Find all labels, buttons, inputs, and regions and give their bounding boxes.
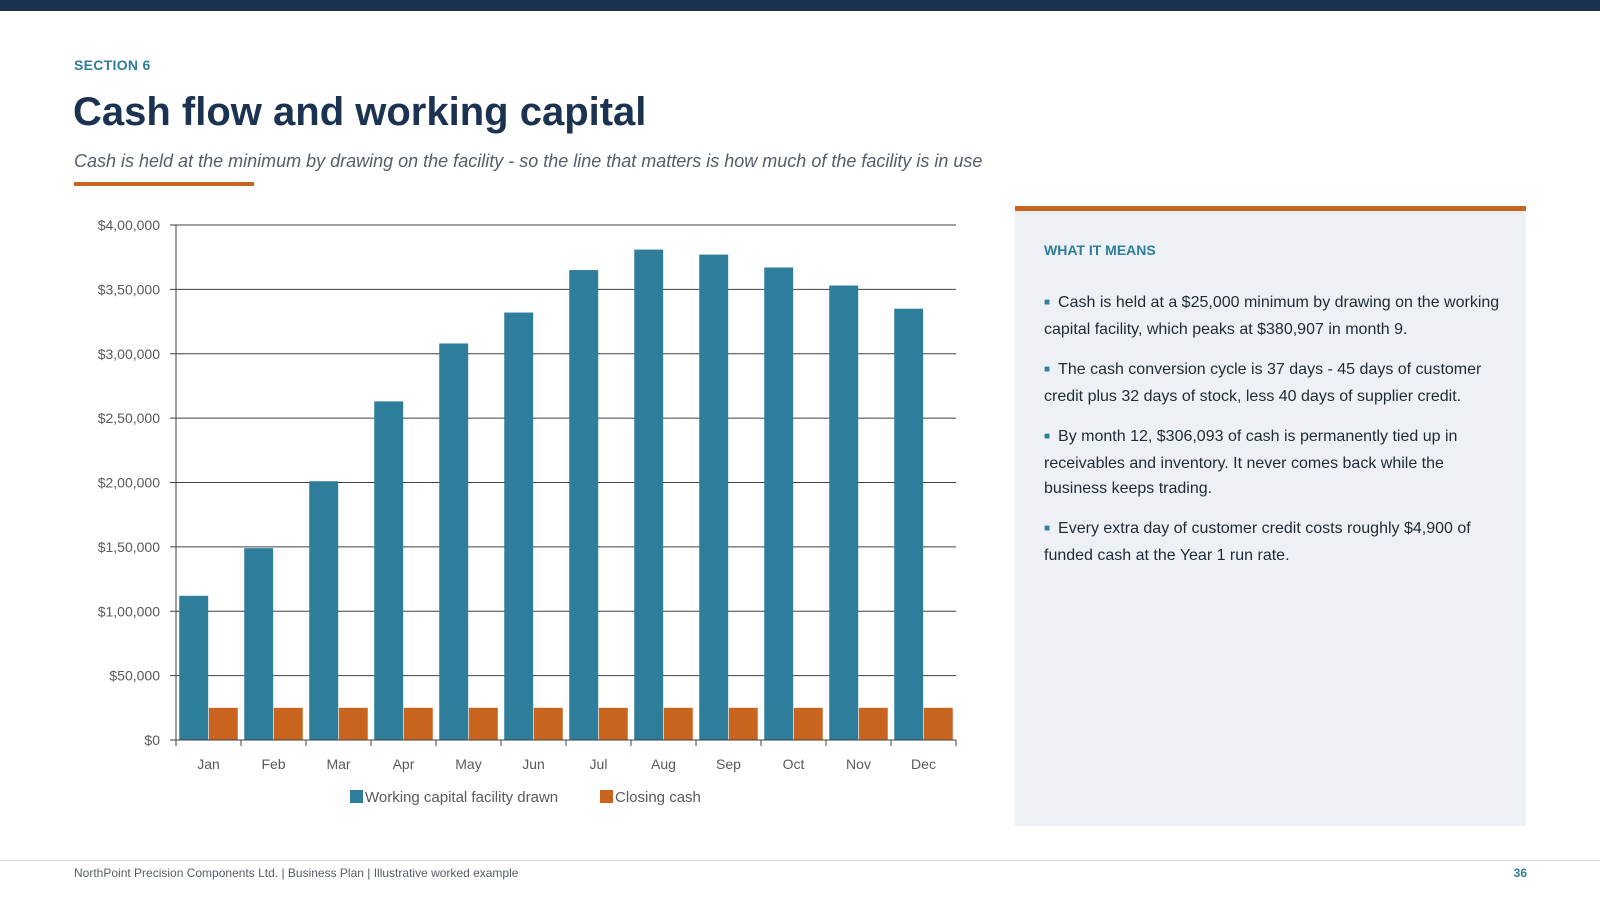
x-tick-label: Jun xyxy=(522,756,545,772)
bar-facility-drawn xyxy=(244,548,274,740)
bar-facility-drawn xyxy=(569,270,599,740)
insight-bullet: ■ By month 12, $306,093 of cash is perman… xyxy=(1044,424,1502,501)
bar-facility-drawn xyxy=(504,312,534,740)
section-label: SECTION 6 xyxy=(74,57,151,73)
facility-cash-bar-chart: $0 $50,000 $1,00,000 $1,50,000 $2,00,000 $2,5… xyxy=(98,217,957,806)
bar-closing-cash xyxy=(468,707,498,740)
bar-facility-drawn xyxy=(179,595,209,740)
y-tick-label: $3,00,000 xyxy=(98,346,160,362)
bar-facility-drawn xyxy=(634,249,664,740)
insight-panel-heading: WHAT IT MEANS xyxy=(1044,242,1156,258)
bullet-square-icon: ■ xyxy=(1044,364,1051,375)
page-subtitle: Cash is held at the minimum by drawing o… xyxy=(74,151,983,171)
insight-bullet: ■ The cash conversion cycle is 37 days - … xyxy=(1044,357,1502,409)
bullet-square-icon: ■ xyxy=(1044,523,1051,534)
insight-bullet: ■ Cash is held at a $25,000 minimum by dr… xyxy=(1044,290,1502,342)
bar-facility-drawn xyxy=(764,267,794,740)
bar-closing-cash xyxy=(403,707,433,740)
x-tick-label: Sep xyxy=(716,756,741,772)
x-tick-label: Jul xyxy=(590,756,608,772)
legend-swatch xyxy=(350,790,363,803)
bar-closing-cash xyxy=(598,707,628,740)
insight-bullet: ■ Every extra day of customer credit cost… xyxy=(1044,516,1502,568)
legend-label: Working capital facility drawn xyxy=(365,789,558,806)
y-tick-label: $0 xyxy=(144,732,160,748)
top-accent-bar xyxy=(0,0,1600,11)
insight-bullet-text: By month 12, $306,093 of cash is permane… xyxy=(1044,428,1458,497)
bar-closing-cash xyxy=(273,707,303,740)
x-tick-label: Apr xyxy=(393,756,415,772)
chart-axes xyxy=(170,224,957,746)
insight-panel xyxy=(1015,206,1526,826)
x-tick-label: Dec xyxy=(911,756,936,772)
insight-bullet-text: Cash is held at a $25,000 minimum by dra… xyxy=(1044,294,1500,338)
bar-facility-drawn xyxy=(829,285,859,740)
legend-swatch xyxy=(600,790,613,803)
x-tick-label: Oct xyxy=(783,756,805,772)
y-tick-label: $2,50,000 xyxy=(98,410,160,426)
insight-bullet-text: Every extra day of customer credit costs… xyxy=(1044,520,1471,564)
chart-legend: Working capital facility drawn Closing ca… xyxy=(350,789,701,806)
page-title: Cash flow and working capital xyxy=(73,90,647,134)
y-tick-label: $1,50,000 xyxy=(98,539,160,555)
footer-divider xyxy=(0,860,1600,861)
bullet-square-icon: ■ xyxy=(1044,431,1051,442)
page-number: 36 xyxy=(1513,866,1527,880)
chart-tick-labels: $0 $50,000 $1,00,000 $1,50,000 $2,00,000 $2,5… xyxy=(98,217,936,772)
bar-closing-cash xyxy=(208,707,238,740)
bar-closing-cash xyxy=(533,707,563,740)
y-tick-label: $1,00,000 xyxy=(98,603,160,619)
bar-facility-drawn xyxy=(374,401,404,740)
insight-panel-accent xyxy=(1015,206,1526,211)
footer-text: NorthPoint Precision Components Ltd. | B… xyxy=(74,866,519,880)
chart-gridlines xyxy=(176,224,956,677)
y-tick-label: $2,00,000 xyxy=(98,475,160,491)
y-tick-label: $50,000 xyxy=(109,668,160,684)
bar-facility-drawn xyxy=(439,343,469,740)
insight-bullet-text: The cash conversion cycle is 37 days - 4… xyxy=(1044,361,1482,405)
bullet-square-icon: ■ xyxy=(1044,297,1051,308)
bar-closing-cash xyxy=(728,707,758,740)
x-tick-label: Aug xyxy=(651,756,676,772)
insight-bullet-list: ■ Cash is held at a $25,000 minimum by dr… xyxy=(1044,290,1502,583)
bar-closing-cash xyxy=(663,707,693,740)
x-tick-label: Jan xyxy=(197,756,220,772)
bar-facility-drawn xyxy=(309,481,339,740)
bar-closing-cash xyxy=(338,707,368,740)
legend-label: Closing cash xyxy=(615,789,701,806)
y-tick-label: $4,00,000 xyxy=(98,217,160,233)
bar-closing-cash xyxy=(793,707,823,740)
x-tick-label: May xyxy=(455,756,481,772)
title-underline xyxy=(74,182,254,186)
x-tick-label: Feb xyxy=(261,756,285,772)
y-tick-label: $3,50,000 xyxy=(98,281,160,297)
bar-closing-cash xyxy=(923,707,953,740)
x-tick-label: Nov xyxy=(846,756,871,772)
bar-closing-cash xyxy=(858,707,888,740)
bar-facility-drawn xyxy=(699,254,729,741)
bar-facility-drawn xyxy=(894,308,924,740)
chart-bars xyxy=(179,249,953,741)
x-tick-label: Mar xyxy=(326,756,350,772)
